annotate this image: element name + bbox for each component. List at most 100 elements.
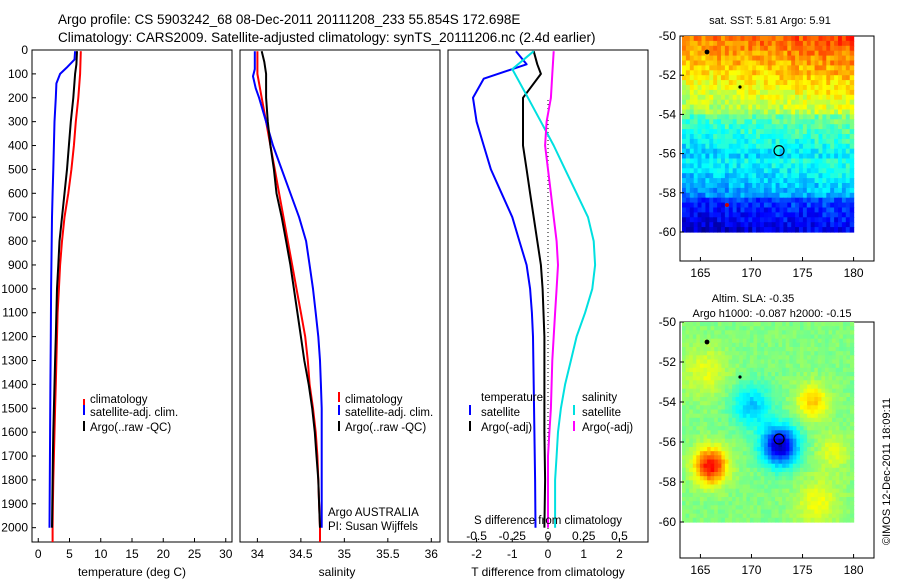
sla-cell (842, 322, 848, 327)
sst-cell (705, 36, 710, 42)
sst-cell (834, 183, 839, 189)
sst-cell (818, 217, 823, 223)
sst-cell (728, 85, 734, 91)
sla-cell (692, 517, 697, 523)
sst-cell (802, 104, 808, 111)
sst-cell (728, 153, 734, 160)
sst-cell (709, 148, 714, 155)
sla-cell (846, 492, 851, 498)
sla-cell (796, 322, 801, 327)
sst-cell (705, 207, 710, 213)
x-tick-label: 35.5 (376, 547, 400, 561)
sla-cell (821, 509, 826, 515)
sst-cell (845, 80, 851, 86)
sla-cell (685, 384, 690, 390)
sst-cell (709, 40, 714, 47)
sla-cell (832, 513, 837, 519)
sst-cell (795, 202, 800, 209)
sla-cell (807, 359, 812, 365)
sst-cell (849, 75, 855, 81)
sst-cell (709, 197, 714, 204)
sla-cell (796, 367, 801, 373)
sst-cell (685, 75, 691, 81)
sst-cell (791, 94, 796, 101)
sla-cell (842, 484, 848, 490)
sla-cell (789, 413, 794, 419)
sst-cell (838, 94, 843, 101)
other-float-marker (704, 49, 710, 55)
sst-cell (724, 192, 730, 199)
sla-cell (775, 426, 780, 431)
sla-cell (767, 476, 772, 481)
sla-cell (728, 367, 733, 373)
sla-cell (832, 472, 837, 477)
sla-cell (828, 322, 833, 327)
sst-cell (728, 45, 734, 52)
sla-cell (728, 467, 733, 473)
sst-cell (787, 192, 792, 199)
sst-cell (760, 153, 765, 160)
sst-cell (791, 163, 796, 169)
sst-cell (717, 85, 722, 91)
sla-cell (760, 501, 765, 506)
sla-cell (803, 455, 808, 461)
sla-cell (757, 447, 762, 452)
sla-cell (707, 342, 712, 348)
sst-cell (795, 158, 800, 164)
sst-cell (682, 55, 687, 62)
sst-cell (736, 227, 742, 233)
sla-cell (850, 467, 855, 473)
lon-tick-label: 180 (844, 563, 864, 577)
sla-cell (775, 359, 780, 365)
sla-cell (707, 401, 712, 406)
sla-cell (739, 492, 744, 498)
sla-cell (742, 430, 747, 436)
sst-cell (682, 143, 687, 150)
sst-cell (826, 65, 831, 71)
sla-cell (832, 405, 837, 411)
sla-cell (757, 359, 762, 365)
sla-cell (757, 513, 762, 519)
sla-cell (814, 501, 819, 506)
sst-cell (717, 36, 722, 42)
sst-cell (689, 40, 695, 47)
sla-cell (735, 330, 740, 336)
figure-title-line2: Climatology: CARS2009. Satellite-adjuste… (58, 30, 596, 45)
sla-cell (767, 417, 772, 423)
sla-cell (735, 347, 740, 352)
depth-tick-label: 1600 (1, 425, 28, 439)
sla-cell (782, 347, 787, 352)
sla-cell (817, 505, 822, 511)
sst-cell (818, 89, 823, 96)
sla-cell (842, 434, 848, 440)
sla-cell (746, 426, 751, 431)
sst-cell (740, 40, 745, 47)
sst-cell (752, 158, 757, 164)
sla-cell (810, 484, 815, 490)
sst-cell (818, 36, 823, 42)
sla-cell (803, 492, 808, 498)
sla-cell (728, 434, 733, 440)
sla-cell (821, 355, 826, 361)
sst-cell (799, 109, 804, 115)
sst-cell (748, 99, 753, 106)
sst-cell (841, 94, 847, 101)
sst-cell (752, 212, 757, 218)
sst-cell (760, 197, 765, 204)
sst-cell (709, 168, 714, 174)
sst-cell (814, 217, 820, 223)
sla-cell (778, 355, 783, 361)
sla-cell (785, 426, 790, 431)
sla-cell (792, 480, 797, 486)
sst-cell (845, 94, 851, 101)
sla-cell (764, 463, 769, 469)
sla-cell (714, 376, 719, 381)
sla-cell (710, 451, 715, 456)
sla-cell (782, 484, 787, 490)
sla-cell (764, 480, 769, 486)
sst-cell (849, 227, 855, 233)
sst-cell (799, 40, 804, 47)
sst-cell (795, 89, 800, 96)
sst-cell (787, 143, 792, 150)
sla-cell (699, 459, 705, 465)
